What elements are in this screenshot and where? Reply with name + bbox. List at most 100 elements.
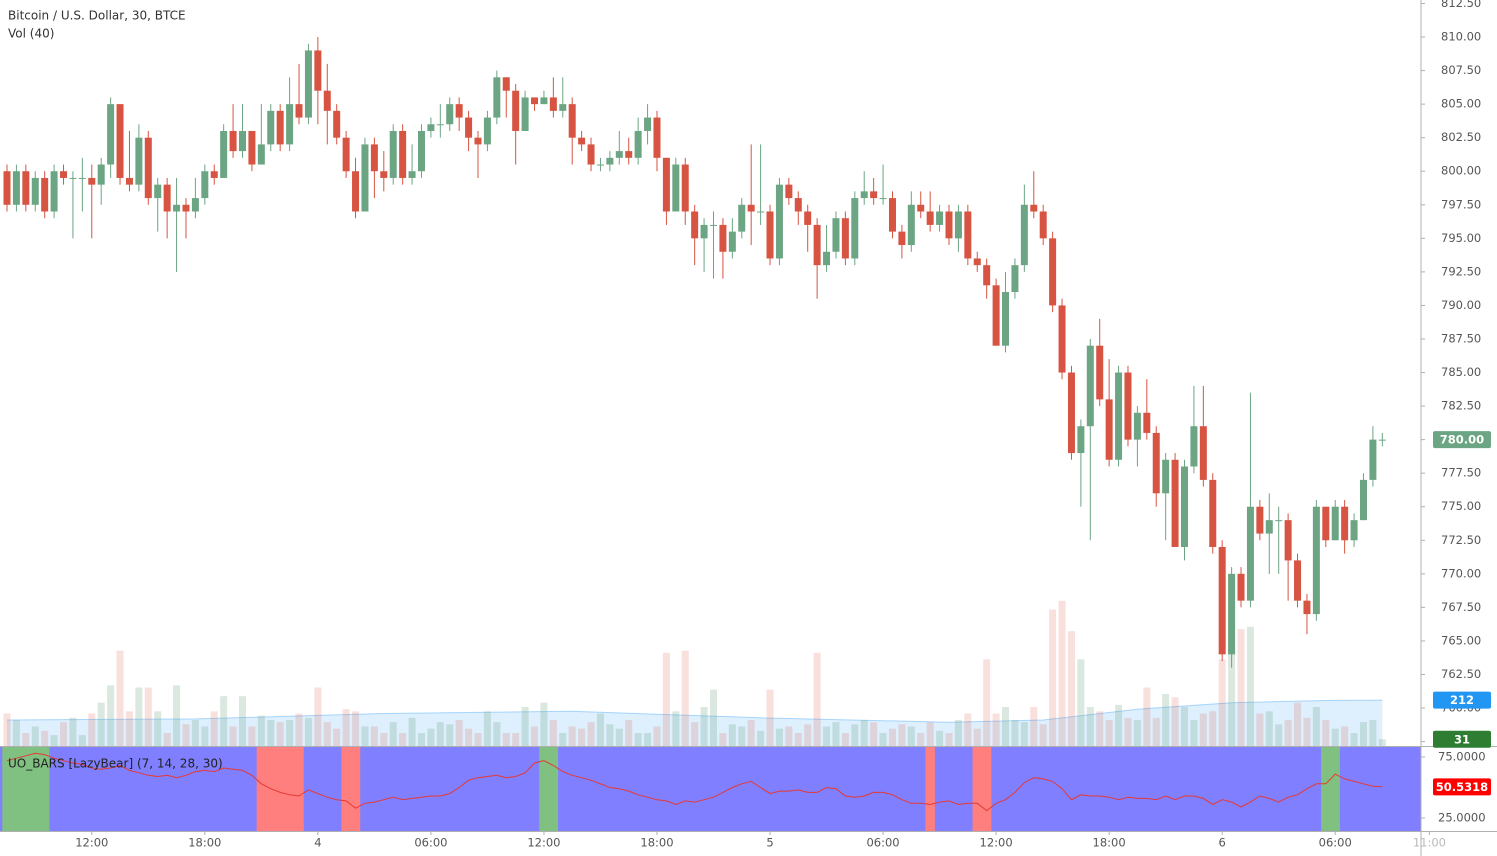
volume-bar: [389, 722, 397, 746]
y-tick-label: 790.00: [1441, 298, 1481, 312]
candle-body: [794, 198, 802, 212]
candle-body: [163, 184, 171, 212]
candle-body: [1228, 573, 1236, 655]
volume-ma-area: [7, 700, 1383, 746]
volume-ma-tag-bg: [1433, 691, 1491, 709]
volume-bar: [907, 726, 915, 746]
volume-bar: [455, 720, 463, 746]
volume-bar: [125, 711, 133, 746]
oscillator-zone: [256, 747, 304, 831]
volume-bar: [672, 711, 680, 746]
volume-bar: [474, 733, 482, 746]
candle-body: [606, 157, 614, 165]
candle-body: [78, 177, 86, 179]
volume-bar: [568, 726, 576, 746]
candle-body: [465, 117, 473, 138]
y-tick-label: 805.00: [1441, 97, 1481, 111]
volume-bar: [549, 720, 557, 746]
volume-bar: [493, 722, 501, 746]
volume-bar: [936, 730, 944, 746]
volume-bar: [1115, 704, 1123, 746]
candle-body: [681, 164, 689, 212]
candle-body: [60, 171, 68, 178]
volume-bar: [766, 689, 774, 746]
volume-bar: [1312, 707, 1320, 746]
volume-bar: [512, 733, 520, 746]
oscillator-zone: [972, 747, 992, 831]
x-tick-label: 5: [766, 836, 773, 850]
candle-body: [804, 211, 812, 225]
candle-body: [672, 164, 680, 212]
candle-body: [201, 171, 209, 199]
candle-body: [700, 224, 708, 239]
oscillator-zone: [341, 747, 361, 831]
volume-bar: [239, 696, 246, 746]
volume-bar: [1086, 707, 1094, 746]
volume-bar: [173, 685, 181, 746]
candle-body: [1096, 345, 1104, 400]
candle-body: [173, 204, 181, 212]
candle-body: [50, 171, 58, 212]
y-tick-label: 772.50: [1441, 533, 1481, 547]
candle-body: [644, 117, 652, 131]
candle-body: [1218, 546, 1226, 655]
candle-body: [1067, 372, 1075, 454]
volume-bar: [191, 720, 199, 746]
volume-bar: [69, 717, 77, 746]
volume-bar: [1162, 694, 1170, 746]
candle-body: [1303, 600, 1311, 615]
candle-body: [1359, 479, 1367, 521]
candle-body: [719, 224, 727, 252]
volume-bar: [813, 652, 821, 746]
volume-bar: [1369, 720, 1377, 746]
y-tick-label: 767.50: [1441, 600, 1481, 614]
volume-bar: [502, 733, 510, 746]
volume-bar: [1105, 720, 1113, 746]
candle-body: [860, 191, 868, 199]
volume-bar: [427, 728, 435, 746]
candle-body: [662, 157, 670, 212]
candle-body: [352, 171, 360, 212]
volume-bar: [408, 717, 416, 746]
x-tick-label: 6: [1219, 836, 1226, 850]
candle-body: [1181, 466, 1188, 547]
candle-body: [239, 130, 246, 152]
candle-body: [936, 211, 944, 225]
price-tags: 780.00 212 31 50.5318: [1433, 431, 1491, 796]
x-tick-label: 06:00: [866, 836, 899, 850]
x-tick-label: 18:00: [188, 836, 221, 850]
candle-body: [107, 104, 115, 165]
candle-body: [1199, 426, 1207, 480]
volume-bar: [662, 652, 670, 746]
volume-bar: [917, 733, 925, 746]
candle-body: [945, 211, 953, 239]
candle-body: [1209, 479, 1217, 547]
candle-body: [31, 177, 39, 205]
candle-body: [559, 104, 567, 111]
volume-bar: [286, 720, 294, 746]
volume-bar: [540, 702, 548, 746]
volume-bar: [1143, 687, 1151, 746]
volume-bar: [794, 733, 802, 746]
candle-body: [69, 177, 77, 179]
volume-bar: [615, 728, 623, 746]
volume-bar: [644, 733, 652, 746]
candle-body: [1237, 573, 1245, 601]
y-tick-label: 802.50: [1441, 130, 1481, 144]
candle-body: [512, 90, 520, 131]
x-tick-label: 06:00: [414, 836, 447, 850]
volume-bar: [804, 724, 812, 746]
volume-bar: [653, 726, 661, 746]
candle-body: [531, 97, 539, 105]
candle-body: [738, 204, 746, 232]
y-tick-label: 770.00: [1441, 566, 1481, 580]
candle-body: [954, 211, 962, 239]
volume-bar: [578, 728, 586, 746]
volume-bar: [1096, 711, 1104, 746]
volume-bar: [1265, 711, 1273, 746]
volume-bar: [229, 726, 237, 746]
candle-body: [775, 184, 783, 259]
candle-body: [493, 77, 501, 118]
volume-bar: [361, 726, 369, 746]
